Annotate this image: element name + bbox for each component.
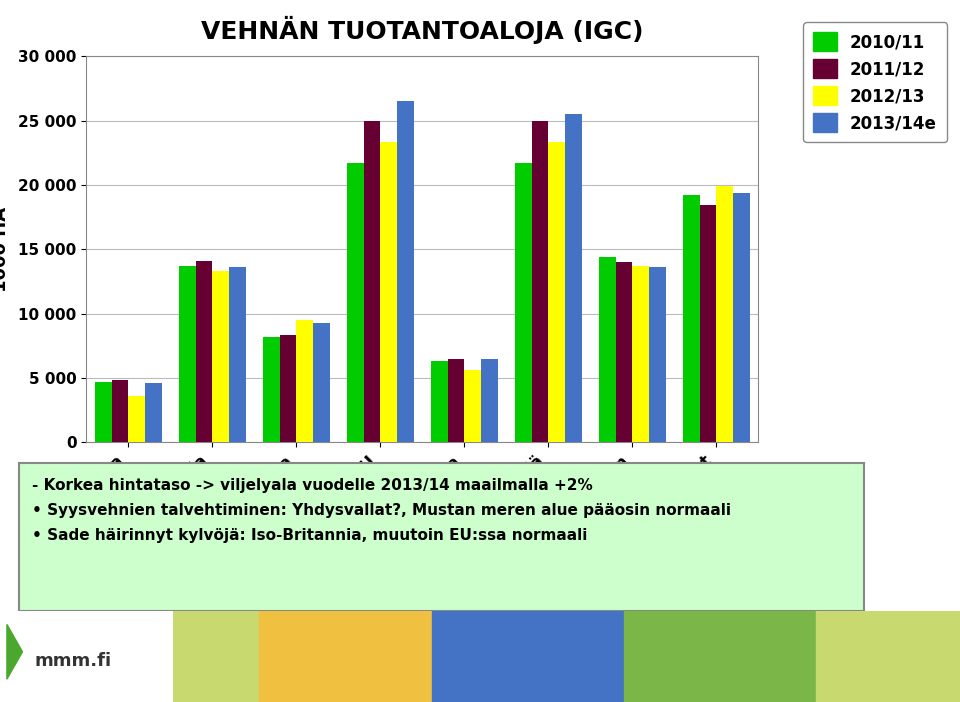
Bar xyxy=(259,611,432,702)
Bar xyxy=(297,320,313,442)
Title: VEHNÄN TUOTANTOALOJA (IGC): VEHNÄN TUOTANTOALOJA (IGC) xyxy=(202,16,643,44)
Bar xyxy=(347,163,364,442)
Y-axis label: 1000 HA: 1000 HA xyxy=(0,206,10,292)
Bar xyxy=(481,359,498,442)
Bar xyxy=(364,121,380,442)
Bar xyxy=(279,336,297,442)
Bar xyxy=(380,143,397,442)
Bar xyxy=(313,322,330,442)
Bar xyxy=(548,143,565,442)
Bar xyxy=(432,611,624,702)
Bar xyxy=(263,337,279,442)
Legend: 2010/11, 2011/12, 2012/13, 2013/14e: 2010/11, 2011/12, 2012/13, 2013/14e xyxy=(804,22,947,142)
Bar xyxy=(447,359,465,442)
Bar xyxy=(716,186,733,442)
Bar xyxy=(196,260,212,442)
Bar xyxy=(129,396,145,442)
Bar xyxy=(733,192,750,442)
Bar xyxy=(615,262,633,442)
Bar xyxy=(95,382,111,442)
Bar xyxy=(212,271,229,442)
Text: - Korkea hintataso -> viljelyala vuodelle 2013/14 maailmalla +2%
• Syysvehnien t: - Korkea hintataso -> viljelyala vuodell… xyxy=(32,478,731,543)
Bar xyxy=(683,195,700,442)
Bar xyxy=(111,380,129,442)
Polygon shape xyxy=(7,625,22,680)
Bar xyxy=(633,266,649,442)
Bar xyxy=(599,257,615,442)
Bar xyxy=(565,114,582,442)
Bar xyxy=(816,611,960,702)
Bar xyxy=(145,383,162,442)
Bar xyxy=(532,121,548,442)
Bar xyxy=(624,611,816,702)
Bar xyxy=(115,611,259,702)
Bar xyxy=(431,361,447,442)
Bar xyxy=(700,206,716,442)
Bar xyxy=(465,370,481,442)
Bar xyxy=(649,267,666,442)
Bar xyxy=(0,611,115,702)
Bar xyxy=(179,266,196,442)
Text: mmm.fi: mmm.fi xyxy=(35,652,111,670)
Bar xyxy=(515,163,532,442)
Bar xyxy=(229,267,246,442)
Bar xyxy=(397,101,414,442)
